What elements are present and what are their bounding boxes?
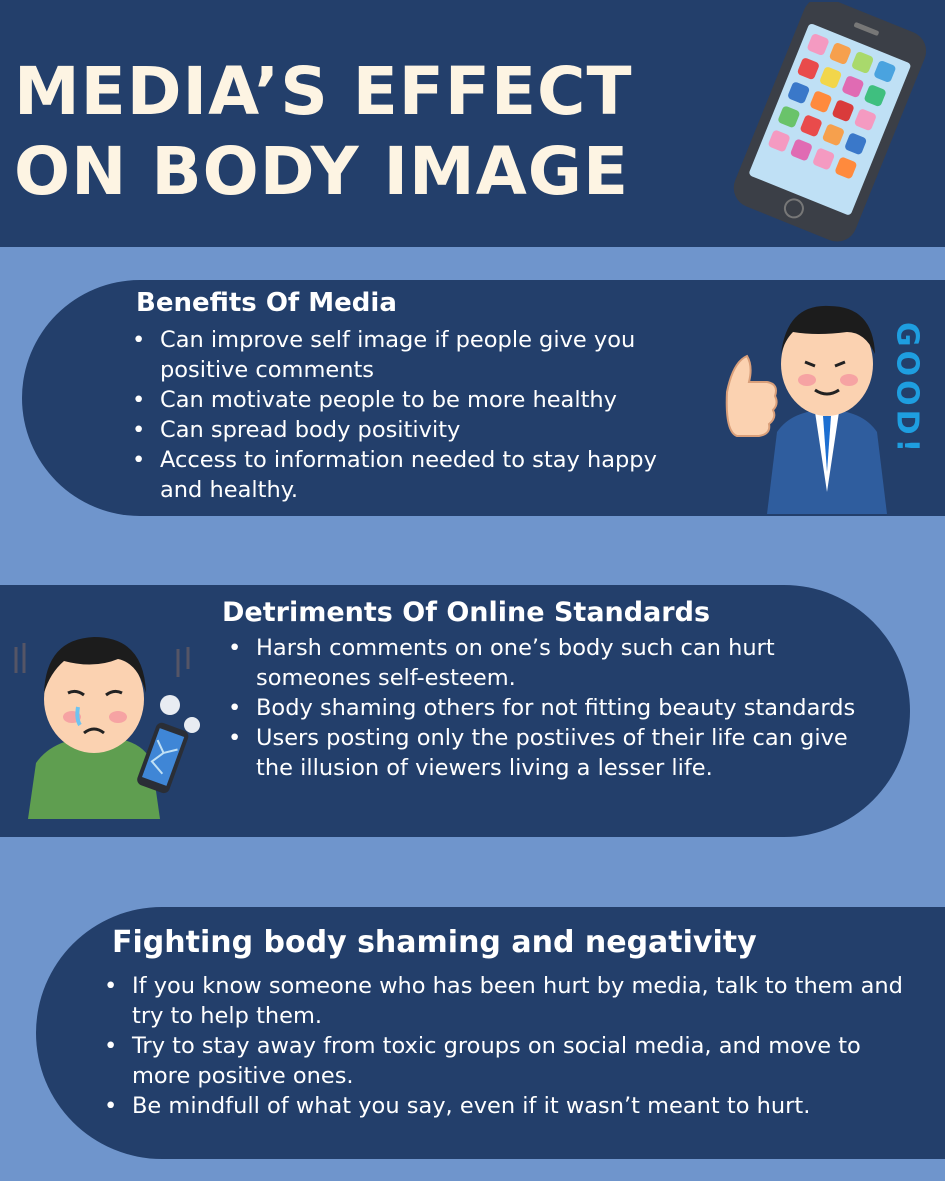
detriments-list: Harsh comments on one’s body such can hu…	[226, 633, 866, 783]
benefits-panel: Benefits Of Media Can improve self image…	[22, 280, 945, 516]
fighting-heading: Fighting body shaming and negativity	[112, 925, 757, 960]
list-item: Try to stay away from toxic groups on so…	[102, 1031, 912, 1091]
benefits-list: Can improve self image if people give yo…	[130, 325, 690, 505]
detriments-heading: Detriments Of Online Standards	[222, 597, 711, 628]
sad-man-with-broken-phone-illustration	[14, 637, 200, 819]
fighting-panel: Fighting body shaming and negativity If …	[36, 907, 945, 1159]
list-item: Users posting only the postiives of thei…	[226, 723, 866, 783]
fighting-list: If you know someone who has been hurt by…	[102, 971, 912, 1121]
detriments-panel: Detriments Of Online Standards Harsh com…	[0, 585, 910, 837]
list-item: Harsh comments on one’s body such can hu…	[226, 633, 866, 693]
list-item: Can improve self image if people give yo…	[130, 325, 690, 385]
list-item: If you know someone who has been hurt by…	[102, 971, 912, 1031]
list-item: Can motivate people to be more healthy	[130, 385, 690, 415]
list-item: Can spread body positivity	[130, 415, 690, 445]
list-item: Body shaming others for not fitting beau…	[226, 693, 866, 723]
header-banner: MEDIA’S EFFECT ON BODY IMAGE	[0, 0, 945, 247]
page-title: MEDIA’S EFFECT ON BODY IMAGE	[14, 53, 633, 210]
thumbs-up-man-illustration: GOOD!	[725, 305, 925, 514]
good-text: GOOD!	[890, 322, 925, 456]
list-item: Be mindfull of what you say, even if it …	[102, 1091, 912, 1121]
list-item: Access to information needed to stay hap…	[130, 445, 690, 505]
benefits-heading: Benefits Of Media	[136, 288, 397, 318]
smartphone-illustration	[733, 2, 927, 242]
